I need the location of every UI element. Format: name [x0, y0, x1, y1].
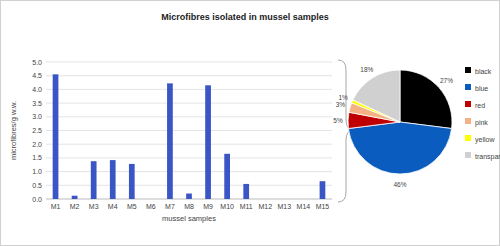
bar: [320, 181, 326, 199]
grid-line: [46, 62, 332, 63]
bar: [91, 161, 97, 199]
y-tick-label: 2.5: [32, 127, 42, 134]
data-label: 3%: [336, 101, 346, 108]
bars: [53, 74, 326, 199]
data-label: 1%: [338, 94, 348, 101]
bar: [281, 199, 287, 200]
legend-label: yellow: [475, 136, 495, 144]
pie-slice: [353, 70, 400, 122]
x-tick-label: M15: [316, 203, 330, 210]
y-tick-label: 1.0: [32, 168, 42, 175]
x-tick-label: M8: [184, 203, 194, 210]
y-tick-label: 0.5: [32, 182, 42, 189]
x-tick-label: M13: [278, 203, 292, 210]
bar: [129, 164, 135, 199]
legend-label: black: [475, 68, 492, 75]
bar: [72, 196, 78, 199]
x-tick-label: M9: [203, 203, 213, 210]
bar: [167, 83, 173, 199]
data-label: 46%: [393, 181, 406, 188]
legend-swatch: [465, 152, 471, 158]
frame: [1, 1, 500, 246]
figure: Microfibres isolated in mussel samples 0.…: [0, 0, 500, 246]
y-tick-label: 5.0: [32, 59, 42, 66]
legend-label: red: [475, 102, 485, 109]
bar: [262, 199, 268, 200]
x-tick-label: M11: [240, 203, 253, 210]
grid-line: [46, 144, 332, 145]
bar: [186, 194, 192, 199]
x-tick-label: M4: [108, 203, 118, 210]
x-tick-label: M1: [51, 203, 61, 210]
bar-chart: Microfibres isolated in mussel samples 0.…: [9, 12, 354, 223]
grid-line: [46, 157, 332, 158]
data-label: 27%: [440, 77, 453, 84]
bar: [110, 160, 116, 199]
x-tick-label: M6: [146, 203, 156, 210]
grid-line: [46, 171, 332, 172]
bar: [148, 199, 154, 200]
legend-label: pink: [475, 119, 488, 127]
x-tick-label: M12: [258, 203, 272, 210]
y-axis-title: microfibres/g w.w.: [9, 101, 18, 160]
grid-line: [46, 75, 332, 76]
data-labels: 27% 46% 5% 3%1% 18%: [333, 66, 453, 187]
legend-swatch: [465, 84, 471, 90]
legend-swatch: [465, 101, 471, 107]
legend-swatch: [465, 135, 471, 141]
bar: [53, 74, 59, 199]
x-tick-label: M14: [297, 203, 311, 210]
y-tick-label: 3.0: [32, 113, 42, 120]
grid-line: [46, 103, 332, 104]
data-label: 5%: [333, 117, 343, 124]
y-axis-range: [46, 62, 47, 199]
bar: [301, 199, 307, 200]
x-tick-label: M10: [220, 203, 234, 210]
x-tick-label: M2: [70, 203, 80, 210]
x-tick-label: M7: [165, 203, 175, 210]
title: Microfibres isolated in mussel samples: [161, 12, 329, 22]
legend-swatch: [465, 118, 471, 124]
pie-slice: [348, 122, 451, 174]
x-axis-title: mussel samples: [162, 214, 216, 223]
grid-line: [46, 130, 332, 131]
pie-chart: 27% 46% 5% 3%1% 18% black blue red pink yellow tra…: [333, 66, 500, 187]
y-tick-label: 4.0: [32, 86, 42, 93]
x-tick-label: M3: [89, 203, 99, 210]
x-tick-label: M5: [127, 203, 137, 210]
y-tick-label: 4.5: [32, 72, 42, 79]
bar: [224, 154, 230, 199]
grid-line: [46, 185, 332, 186]
bar: [205, 85, 211, 199]
bar: [243, 184, 249, 199]
legend-swatch: [465, 67, 471, 73]
legend-label: blue: [475, 85, 488, 92]
grid-line: [46, 89, 332, 90]
y-tick-label: 0.0: [32, 196, 42, 203]
y-tick-label: 1.5: [32, 154, 42, 161]
data-label: 18%: [360, 66, 373, 73]
grid-line: [46, 116, 332, 117]
y-tick-label: 2.0: [32, 141, 42, 148]
y-tick-label: 3.5: [32, 100, 42, 107]
legend: black blue red pink yellow transparent: [465, 67, 500, 161]
legend-label: transparent: [475, 153, 500, 161]
